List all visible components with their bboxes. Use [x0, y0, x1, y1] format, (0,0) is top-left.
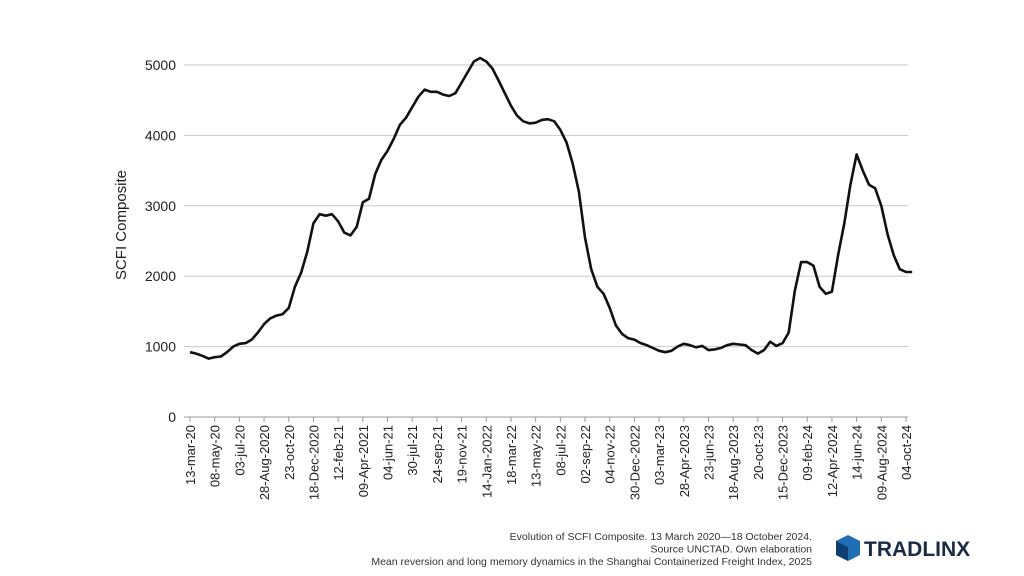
x-tick-label: 08-jul-22: [553, 425, 568, 476]
caption: Source UNCTAD. Own elaboration: [651, 544, 813, 556]
x-tick-label: 23-jun-23: [701, 425, 716, 480]
x-tick-label: 13-mar-20: [183, 425, 198, 485]
y-tick-label: 5000: [145, 57, 176, 73]
line-series: [189, 56, 913, 360]
x-tick-label: 02-sep-22: [578, 425, 593, 484]
x-tick-label: 18-Dec-2020: [306, 425, 321, 500]
y-tick-label: 0: [168, 409, 176, 425]
x-tick-label: 04-oct-24: [899, 425, 914, 480]
x-tick-label: 28-Aug-2020: [257, 425, 272, 500]
x-tick-label: 13-may-22: [529, 425, 544, 487]
x-tick-label: 24-sep-21: [430, 425, 445, 484]
caption: Mean reversion and long memory dynamics …: [371, 556, 812, 568]
x-tick-label: 23-oct-20: [282, 425, 297, 480]
y-tick-label: 2000: [145, 268, 176, 284]
logo-icon-side: [836, 541, 848, 561]
x-tick-label: 09-feb-24: [800, 425, 815, 481]
y-axis-label: SCFI Composite: [113, 170, 130, 280]
x-tick-label: 28-Apr-2023: [677, 425, 692, 497]
x-tick-label: 18-mar-22: [504, 425, 519, 485]
x-tick-label: 03-mar-23: [652, 425, 667, 485]
x-tick-label: 09-Apr-2021: [356, 425, 371, 497]
x-tick-label: 04-nov-22: [603, 425, 618, 484]
x-tick-label: 12-Apr-2024: [825, 425, 840, 497]
x-tick-label: 08-may-20: [208, 425, 223, 487]
y-tick-label: 4000: [145, 127, 176, 143]
logo: TRADLINX: [836, 535, 970, 561]
x-tick-label: 09-Aug-2024: [874, 425, 889, 500]
x-tick-label: 12-feb-21: [331, 425, 346, 481]
x-tick-label: 18-Aug-2023: [726, 425, 741, 500]
x-tick-label: 20-oct-23: [751, 425, 766, 480]
x-tick-label: 30-jul-21: [405, 425, 420, 476]
x-tick-label: 15-Dec-2023: [776, 425, 791, 500]
y-tick-label: 1000: [145, 339, 176, 355]
caption: Evolution of SCFI Composite. 13 March 20…: [510, 531, 812, 543]
x-tick-label: 19-nov-21: [455, 425, 470, 484]
x-tick-label: 14-jun-24: [850, 425, 865, 480]
x-tick-label: 14-Jan-2022: [479, 425, 494, 498]
x-tick-label: 04-jun-21: [381, 425, 396, 480]
brand: TRADLINX: [864, 538, 970, 561]
x-tick-label: 03-jul-20: [232, 425, 247, 476]
y-tick-label: 3000: [145, 198, 176, 214]
x-tick-label: 30-Dec-2022: [627, 425, 642, 500]
